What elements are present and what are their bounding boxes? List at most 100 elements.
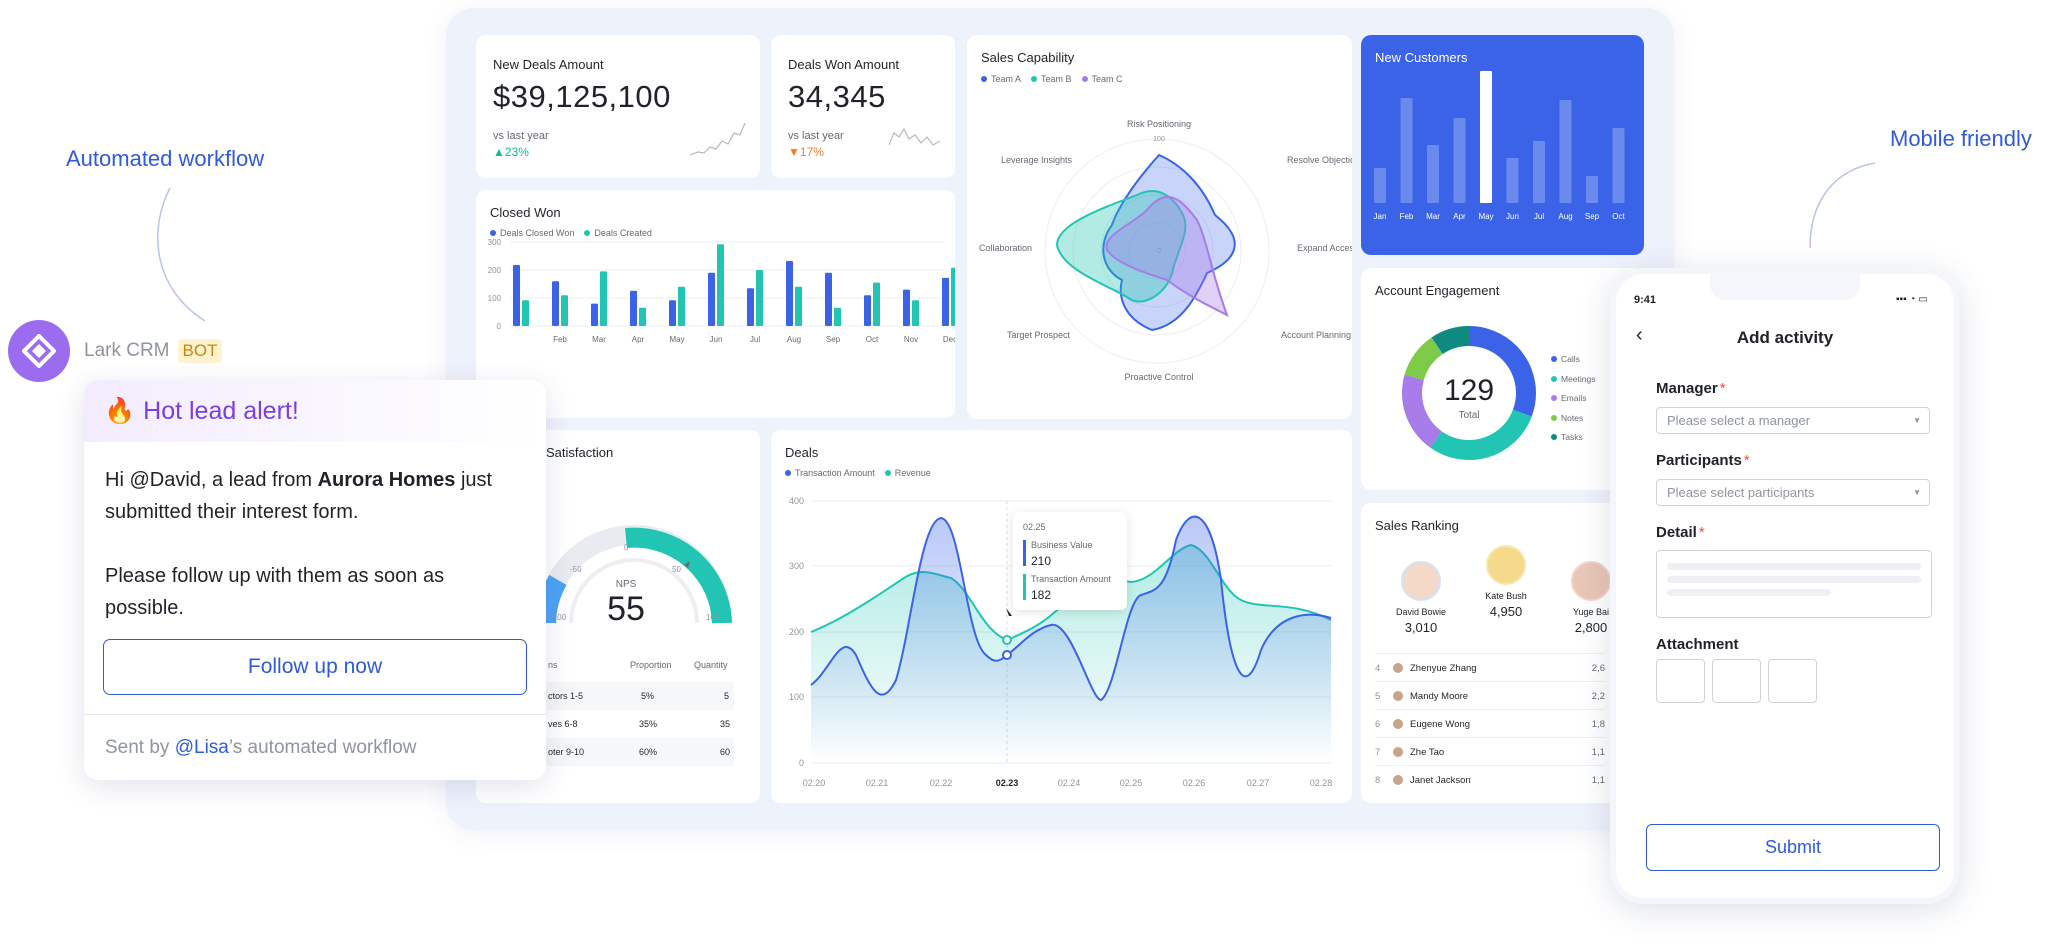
radar-axis-label: Proactive Control <box>1124 372 1193 382</box>
chart-tooltip: 02.25 Business Value 210 Transaction Amo… <box>1013 512 1127 610</box>
bot-name: Lark CRM <box>84 340 170 361</box>
avatar <box>1401 561 1441 601</box>
legend-team-a[interactable]: Team A <box>981 74 1021 84</box>
donut-legend: Calls Meetings Emails Notes Tasks <box>1551 350 1596 448</box>
customer-bar <box>1559 100 1572 203</box>
radar-axis-label: Risk Positioning <box>1127 119 1191 129</box>
card-deals[interactable]: Deals Transaction Amount Revenue <box>771 430 1352 803</box>
deals-created-bar <box>639 307 646 326</box>
deals-created-bar <box>561 295 568 326</box>
legend-team-c[interactable]: Team C <box>1081 74 1123 84</box>
closed-won-bar-chart: 300 200 100 0 Feb Mar Apr May Jun Jul Aug Sep Oct Nov… <box>488 238 955 344</box>
month-label: Sep <box>1585 212 1600 221</box>
closed-won-bar <box>708 272 715 326</box>
y-tick: 0 <box>799 758 804 768</box>
card-new-customers[interactable]: New Customers Jan Feb Mar Apr May Jun Jul Aug Se… <box>1361 35 1644 255</box>
closed-won-bar <box>903 289 910 326</box>
follow-up-button[interactable]: Follow up now <box>103 639 527 695</box>
radar-ring-label: 0 <box>1157 248 1161 255</box>
lark-logo-icon <box>22 334 56 368</box>
month-label: Aug <box>1558 212 1572 221</box>
donut-total: 129 <box>1444 374 1494 407</box>
attachment-slot[interactable] <box>1712 659 1761 703</box>
attachment-slot[interactable] <box>1768 659 1817 703</box>
new-customers-bar-chart: Jan Feb Mar Apr May Jun Jul Aug Sep Oct <box>1374 71 1625 221</box>
legend-deals-created[interactable]: Deals Created <box>584 228 652 238</box>
legend-transaction-amount[interactable]: Transaction Amount <box>785 468 875 478</box>
mobile-form: 9:41 ▪▪▪ ◔ ▭ ‹ Add activity Manager * Ple… <box>1610 268 1960 904</box>
rank-name: David Bowie <box>1395 607 1447 617</box>
kpi-value: $39,125,100 <box>493 79 671 114</box>
radar-chart: Risk Positioning Resolve Objections Expa… <box>979 119 1352 382</box>
sparkline <box>889 127 941 146</box>
legend-team-b[interactable]: Team B <box>1031 74 1072 84</box>
status-icons: ▪▪▪ ◔ ▭ <box>1896 294 1928 305</box>
attachment-slot[interactable] <box>1656 659 1705 703</box>
legend-revenue[interactable]: Revenue <box>884 468 931 478</box>
arrow-up-icon: ▲ <box>493 145 505 159</box>
submit-button[interactable]: Submit <box>1646 824 1940 871</box>
card-deals-won[interactable]: Deals Won Amount 34,345 vs last year ▼17… <box>771 35 955 178</box>
card-sales-ranking[interactable]: Sales Ranking David Bowie 3,010 Kate Bus… <box>1361 503 1644 803</box>
ranking-list: 4 Zhenyue Zhang 2,6 5 Mandy Moore 2,2 6 Eugen… <box>1375 653 1605 803</box>
participants-select[interactable]: Please select participants ▼ <box>1656 479 1930 506</box>
legend-meetings[interactable]: Meetings <box>1551 370 1596 390</box>
avatar <box>1571 561 1611 601</box>
customer-bar <box>1586 176 1598 203</box>
legend-tasks[interactable]: Tasks <box>1551 428 1596 448</box>
table-header: ns Proportion Quantity <box>548 660 728 670</box>
legend-calls[interactable]: Calls <box>1551 350 1596 370</box>
card-account-engagement[interactable]: Account Engagement 129 Total Calls Meeti… <box>1361 268 1644 490</box>
list-item[interactable]: 7 Zhe Tao 1,1 <box>1375 737 1605 766</box>
gauge-label: NPS <box>616 579 637 590</box>
back-icon[interactable]: ‹ <box>1636 324 1643 346</box>
month-label: Apr <box>632 335 645 344</box>
tooltip-value: 210 <box>1031 554 1052 568</box>
card-new-deals[interactable]: New Deals Amount $39,125,100 vs last yea… <box>476 35 760 178</box>
gauge-tick: 0 <box>624 543 629 552</box>
sparkline <box>690 122 746 156</box>
rank-name: Yuge Bai <box>1572 607 1610 617</box>
legend: Team A Team B Team C <box>981 74 1123 84</box>
tooltip-value: 182 <box>1031 588 1052 602</box>
list-item[interactable]: 8 Janet Jackson 1,1 <box>1375 765 1605 794</box>
avatar <box>1393 747 1403 757</box>
y-tick: 0 <box>497 322 502 331</box>
month-label: Sep <box>826 335 841 344</box>
bot-avatar[interactable] <box>8 320 70 382</box>
rank-top-1[interactable]: Kate Bush 4,950 <box>1471 545 1541 619</box>
chevron-down-icon: ▼ <box>1913 416 1921 425</box>
message-body: Hi @David, a lead from Aurora Homes just… <box>105 469 493 619</box>
mention-link[interactable]: @Lisa <box>174 737 229 758</box>
list-item[interactable]: 4 Zhenyue Zhang 2,6 <box>1375 653 1605 682</box>
legend-notes[interactable]: Notes <box>1551 409 1596 429</box>
manager-select[interactable]: Please select a manager ▼ <box>1656 407 1930 434</box>
attachment-label: Attachment <box>1656 636 1739 653</box>
y-tick: 300 <box>488 238 502 247</box>
table-row: oter 9-10 60% 60 <box>544 738 734 766</box>
bot-message-card: 🔥 Hot lead alert! Hi @David, a lead from… <box>84 380 546 780</box>
deals-created-bar <box>873 282 880 326</box>
legend-emails[interactable]: Emails <box>1551 389 1596 409</box>
callout-connector-left <box>157 187 206 322</box>
detail-textarea[interactable] <box>1656 550 1932 618</box>
rank-top-3[interactable]: Yuge Bai 2,800 <box>1556 561 1626 635</box>
avatar <box>1393 775 1403 785</box>
deals-created-bar <box>951 267 955 326</box>
legend-deals-closed-won[interactable]: Deals Closed Won <box>490 228 574 238</box>
card-sales-capability[interactable]: Sales Capability Team A Team B Team C Ri… <box>967 35 1352 419</box>
y-tick: 100 <box>488 294 502 303</box>
avatar <box>1486 545 1526 585</box>
message-footer: Sent by @Lisa’s automated workflow <box>84 714 546 780</box>
list-item[interactable]: 6 Eugene Wong 1,8 <box>1375 709 1605 738</box>
tooltip-label: Business Value <box>1031 540 1093 550</box>
closed-won-bar <box>786 261 793 326</box>
month-label: Jul <box>1534 212 1544 221</box>
rank-top-2[interactable]: David Bowie 3,010 <box>1386 561 1456 635</box>
donut-total-label: Total <box>1458 410 1479 421</box>
month-label: Mar <box>592 335 606 344</box>
list-item[interactable]: 5 Mandy Moore 2,2 <box>1375 681 1605 710</box>
card-closed-won[interactable]: Closed Won Deals Closed Won Deals Create… <box>476 190 955 418</box>
month-label: Feb <box>553 335 567 344</box>
radar-axis-label: Expand Access <box>1297 243 1352 253</box>
